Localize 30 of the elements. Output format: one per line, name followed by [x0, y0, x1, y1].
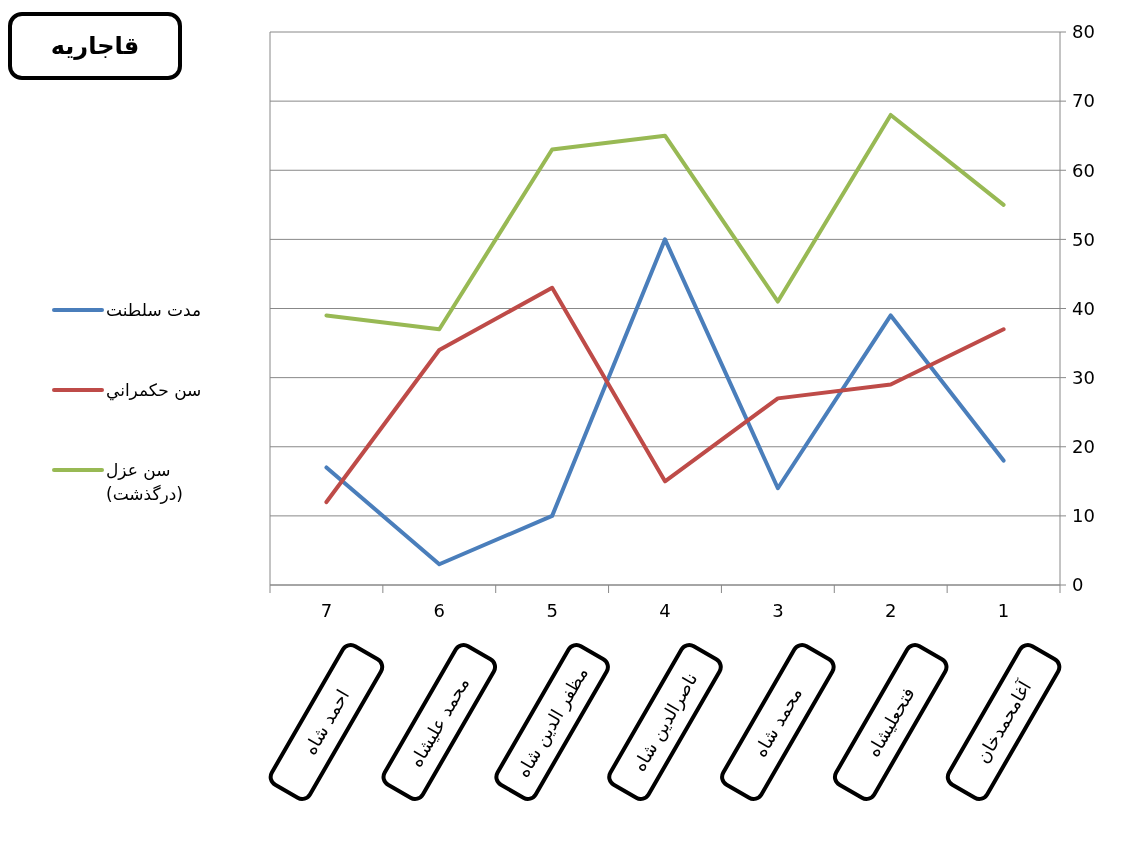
- text: آغامحمدخان: [970, 675, 1036, 767]
- text: احمد شاه: [299, 685, 354, 759]
- x-tick-label: 3: [772, 600, 784, 621]
- y-tick-label: 20: [1072, 436, 1095, 458]
- y-tick-label: 60: [1072, 159, 1095, 181]
- legend-label: سن عزل (درگذشت): [106, 459, 183, 504]
- y-tick-label: 70: [1072, 90, 1095, 112]
- legend-label: سن حکمراني: [106, 379, 202, 401]
- x-tick-label: 6: [433, 600, 446, 621]
- line-series: [324, 112, 1006, 332]
- text: محمد عليشاه: [405, 673, 474, 771]
- text: فتحعليشاه: [862, 683, 919, 761]
- y-tick-label: 40: [1072, 297, 1095, 319]
- y-tick-label: 80: [1072, 21, 1095, 43]
- text: ناصرالدين شاه: [628, 668, 703, 776]
- x-tick-label: 5: [546, 600, 558, 621]
- line-series: [324, 285, 1006, 505]
- line-series: [324, 237, 1006, 567]
- y-tick-label: 30: [1072, 366, 1095, 388]
- y-tick-label: 0: [1072, 574, 1084, 596]
- x-tick-label: 2: [884, 600, 897, 621]
- x-tick-label: 4: [659, 600, 671, 621]
- y-tick-label: 10: [1072, 505, 1095, 527]
- text: مظفر الدين شاه: [511, 663, 593, 782]
- x-tick-label: 7: [320, 600, 333, 621]
- y-tick-label: 50: [1072, 228, 1095, 250]
- x-tick-label: 1: [997, 600, 1010, 621]
- text: محمد شاه: [749, 683, 806, 761]
- chart-title: قاجاریه: [50, 32, 140, 61]
- legend-label: مدت سلطنت: [106, 299, 202, 320]
